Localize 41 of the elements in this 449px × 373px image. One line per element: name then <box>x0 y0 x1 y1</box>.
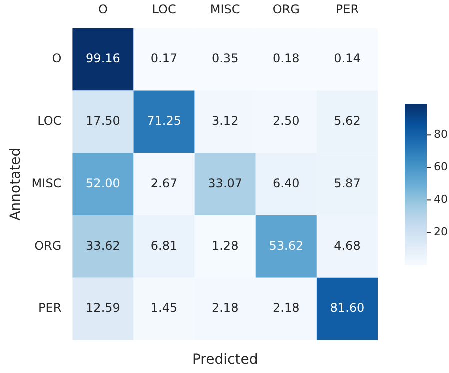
data-label: 17.50 <box>86 114 120 128</box>
x-tick-label: MISC <box>210 2 240 16</box>
y-tick-label: O <box>52 52 62 66</box>
data-label: 0.17 <box>150 52 178 66</box>
data-label: 53.62 <box>269 238 304 253</box>
data-label: 99.16 <box>86 52 120 66</box>
data-label: 81.60 <box>330 301 365 316</box>
data-label: 2.67 <box>150 176 178 190</box>
data-label: 5.62 <box>334 114 361 128</box>
x-axis-title: Predicted <box>192 352 258 368</box>
y-tick-label: MISC <box>32 176 62 190</box>
y-tick-label: ORG <box>34 238 62 253</box>
color-bar-label: 40 <box>434 193 448 206</box>
data-label: 6.81 <box>150 238 178 253</box>
data-label: 0.18 <box>273 52 300 66</box>
x-tick-label: O <box>98 2 108 16</box>
color-bar-label: 60 <box>434 160 448 174</box>
data-label: 3.12 <box>212 114 239 128</box>
x-tick-label: PER <box>336 2 360 16</box>
data-label: 33.07 <box>208 176 243 190</box>
color-bar-label: 80 <box>434 128 448 142</box>
x-tick-label: LOC <box>152 2 176 16</box>
data-label: 1.28 <box>212 238 239 253</box>
data-label: 52.00 <box>86 176 120 190</box>
color-bar-label: 20 <box>434 226 448 239</box>
data-label: 2.18 <box>212 301 239 316</box>
x-tick-label: ORG <box>272 2 300 16</box>
data-label: 0.35 <box>212 52 239 66</box>
y-axis-title: Annotated <box>8 148 24 221</box>
data-label: 5.87 <box>334 176 361 190</box>
y-tick-label: PER <box>38 301 62 316</box>
data-label: 71.25 <box>147 114 182 128</box>
data-label: 12.59 <box>86 301 120 316</box>
data-label: 1.45 <box>150 301 178 316</box>
data-label: 33.62 <box>86 238 120 253</box>
data-label: 2.50 <box>273 114 300 128</box>
data-label: 0.14 <box>334 52 361 66</box>
data-label: 4.68 <box>334 238 361 253</box>
data-label: 6.40 <box>273 176 300 190</box>
data-label: 2.18 <box>273 301 300 316</box>
y-tick-label: LOC <box>38 114 62 128</box>
